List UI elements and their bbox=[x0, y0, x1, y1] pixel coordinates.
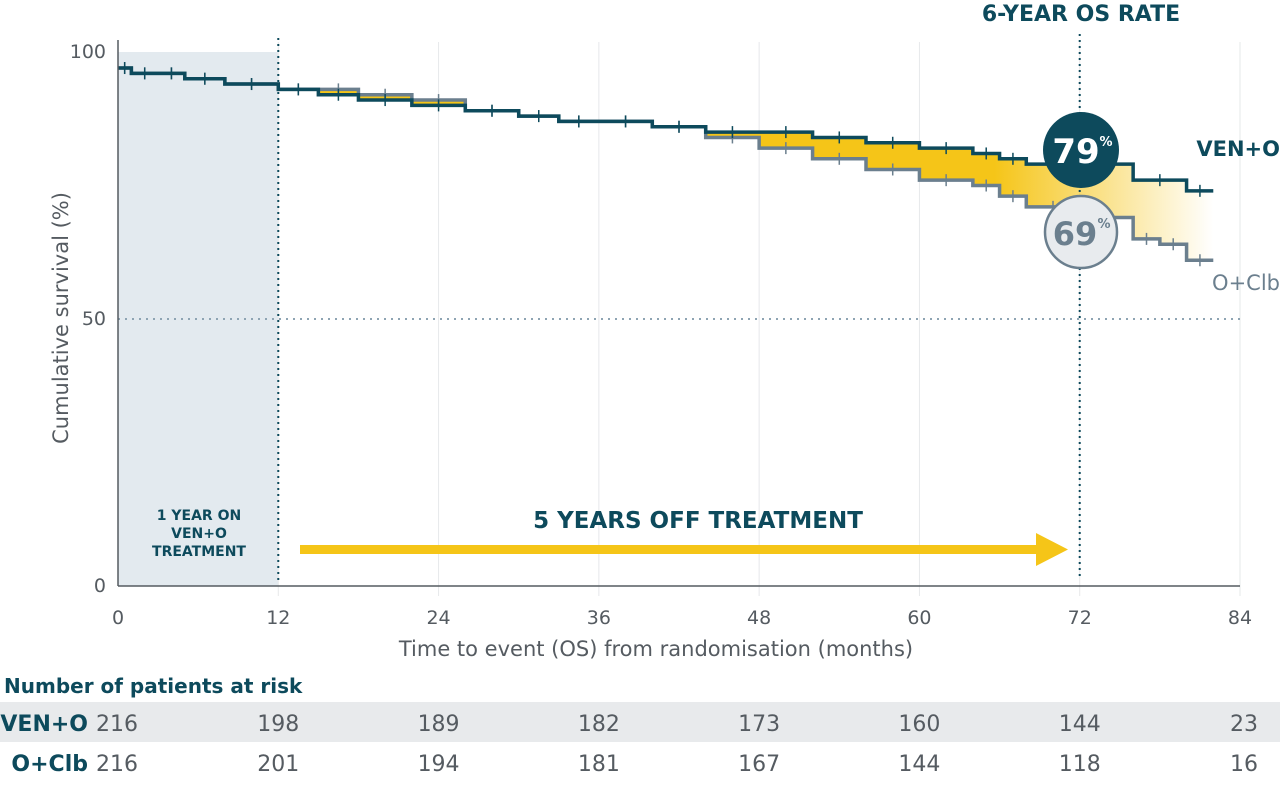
x-tick-label: 0 bbox=[112, 607, 124, 629]
ven-rate-badge: 79% bbox=[1043, 112, 1119, 188]
risk-row: VEN+O 216 198 189 182 173 160 144 23 bbox=[0, 705, 1280, 745]
x-tick-label: 60 bbox=[907, 607, 931, 629]
ven-rate-value: 79 bbox=[1052, 132, 1099, 172]
risk-cell: 181 bbox=[577, 752, 620, 777]
risk-cell: 16 bbox=[1230, 752, 1258, 777]
risk-row-label: VEN+O bbox=[0, 712, 88, 737]
on-treatment-label: TREATMENT bbox=[152, 544, 246, 560]
y-tick-label: 0 bbox=[94, 575, 106, 597]
x-tick-label: 48 bbox=[747, 607, 771, 629]
risk-cell: 23 bbox=[1230, 712, 1258, 737]
x-tick-label: 84 bbox=[1228, 607, 1252, 629]
clb-rate-badge: 69% bbox=[1043, 194, 1119, 270]
clb-rate-value: 69 bbox=[1053, 215, 1098, 253]
risk-cell: 216 bbox=[96, 712, 138, 737]
x-tick-label: 12 bbox=[266, 607, 290, 629]
risk-table-band bbox=[0, 702, 1280, 742]
clb-rate-percent: % bbox=[1097, 217, 1110, 232]
x-tick-label: 36 bbox=[587, 607, 611, 629]
risk-cell: 216 bbox=[96, 752, 138, 777]
ven-rate-circle bbox=[1043, 112, 1119, 188]
y-axis-title: Cumulative survival (%) bbox=[49, 192, 73, 444]
risk-cell: 194 bbox=[417, 752, 460, 777]
risk-cell: 201 bbox=[257, 752, 300, 777]
x-axis-title: Time to event (OS) from randomisation (m… bbox=[398, 637, 913, 661]
ven-rate-percent: % bbox=[1099, 135, 1112, 150]
on-treatment-label: 1 YEAR ON bbox=[157, 508, 241, 524]
difference-band bbox=[118, 68, 1214, 261]
x-tick-label: 24 bbox=[426, 607, 450, 629]
series-label-ven-o: VEN+O bbox=[1196, 137, 1280, 161]
y-tick-label: 100 bbox=[70, 41, 106, 63]
off-treatment-label: 5 YEARS OFF TREATMENT bbox=[533, 508, 863, 534]
off-treatment-arrow-shaft bbox=[300, 545, 1040, 554]
risk-row-label: O+Clb bbox=[11, 752, 88, 777]
on-treatment-label: VEN+O bbox=[171, 526, 227, 542]
risk-cell: 189 bbox=[417, 712, 460, 737]
risk-cell: 144 bbox=[1058, 712, 1101, 737]
risk-cell: 173 bbox=[738, 712, 781, 737]
chart-title: 6-YEAR OS RATE bbox=[982, 2, 1180, 27]
off-treatment-arrow-head bbox=[1036, 533, 1068, 566]
on-treatment-shade bbox=[118, 52, 279, 586]
clb-rate-circle bbox=[1043, 194, 1119, 270]
risk-cell: 198 bbox=[257, 712, 300, 737]
risk-cell: 118 bbox=[1058, 752, 1101, 777]
x-tick-label: 72 bbox=[1068, 607, 1092, 629]
risk-cell: 182 bbox=[577, 712, 620, 737]
series-label-o-clb: O+Clb bbox=[1212, 271, 1280, 295]
risk-row: O+Clb 216 201 194 181 167 144 118 16 bbox=[0, 745, 1280, 785]
risk-table-title: Number of patients at risk bbox=[4, 674, 303, 698]
y-tick-label: 50 bbox=[82, 308, 106, 330]
risk-cell: 144 bbox=[898, 752, 941, 777]
risk-cell: 160 bbox=[898, 712, 941, 737]
risk-cell: 167 bbox=[738, 752, 781, 777]
